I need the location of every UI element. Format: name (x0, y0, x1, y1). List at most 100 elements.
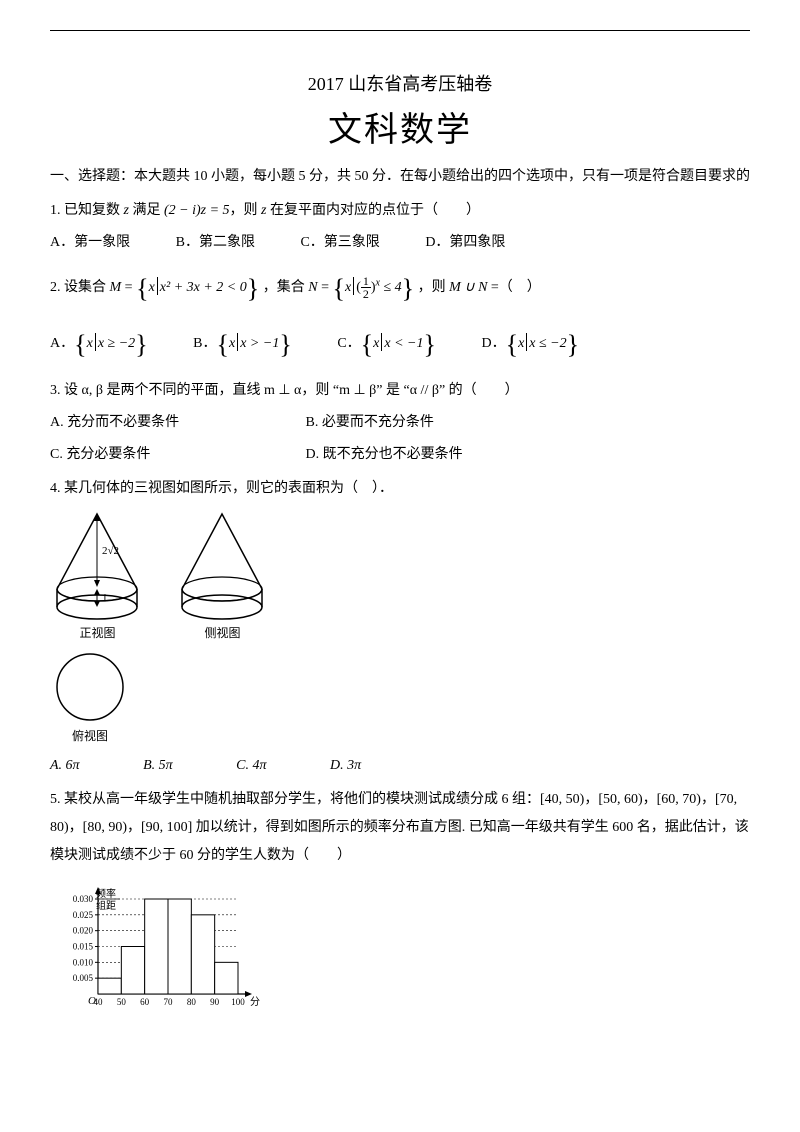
svg-text:80: 80 (187, 997, 197, 1007)
top-view: 俯视图 (50, 647, 750, 744)
q4-opt-b: B. 5π (143, 752, 173, 780)
brace-right-icon: } (279, 330, 291, 359)
q1-eq: (2 − i)z = 5 (164, 203, 230, 218)
q2c-b: x < −1 (384, 336, 423, 351)
svg-text:0.015: 0.015 (73, 942, 94, 952)
q2-eq: = (125, 280, 136, 295)
q2-end: =（ ） (487, 280, 540, 295)
svg-text:0.030: 0.030 (73, 894, 94, 904)
exam-page: 2017 山东省高考压轴卷 文科数学 一、选择题：本大题共 10 小题，每小题 … (0, 0, 800, 1132)
front-view-svg: 2√2 1 (50, 509, 145, 624)
set-divider-icon (95, 333, 96, 351)
q1-opt-c: C．第三象限 (300, 229, 379, 257)
dim-1: 1 (102, 592, 108, 604)
q3-opt-d: D. 既不充分也不必要条件 (306, 441, 463, 469)
svg-text:60: 60 (140, 997, 150, 1007)
q5-stem: 5. 某校从高一年级学生中随机抽取部分学生，将他们的模块测试成绩分成 6 组：[… (50, 786, 750, 870)
q2c-a: x (373, 336, 379, 351)
q2-set1: = {xx² + 3x + 2 < 0} (125, 280, 263, 295)
q3-opt-a: A. 充分而不必要条件 (50, 409, 260, 437)
q2-opt-b: B．{x x > −1} (193, 319, 292, 371)
top-view-svg (50, 647, 130, 727)
svg-text:70: 70 (164, 997, 174, 1007)
frac-den: 2 (361, 288, 371, 300)
title-small: 2017 山东省高考压轴卷 (50, 70, 750, 96)
q2-M: M (110, 280, 122, 295)
q2-opt-d: D．{xx ≤ −2} (481, 319, 579, 371)
q1-text-b: 满足 (129, 203, 164, 218)
q2b-a: x (229, 336, 235, 351)
brace-left-icon: { (361, 330, 373, 359)
q3-options-row2: C. 充分必要条件 D. 既不充分也不必要条件 (50, 441, 750, 469)
q1-stem: 1. 已知复数 z 满足 (2 − i)z = 5，则 z 在复平面内对应的点位… (50, 197, 750, 225)
top-view-caption: 俯视图 (50, 727, 130, 744)
q4-options: A. 6π B. 5π C. 4π D. 3π (50, 752, 750, 780)
brace-left-icon: { (217, 330, 229, 359)
side-view-caption: 侧视图 (204, 624, 240, 641)
brace-right-icon: } (247, 274, 259, 303)
q1-text-a: 1. 已知复数 (50, 203, 124, 218)
svg-text:0.010: 0.010 (73, 957, 94, 967)
q3-stem: 3. 设 α, β 是两个不同的平面，直线 m ⊥ α，则 “m ⊥ β” 是 … (50, 377, 750, 405)
q1-options: A．第一象限 B．第二象限 C．第三象限 D．第四象限 (50, 229, 750, 257)
top-rule (50, 30, 750, 31)
front-view: 2√2 1 正视图 (50, 509, 145, 641)
q1-text-c: ，则 (230, 203, 262, 218)
brace-right-icon: } (402, 274, 414, 303)
svg-text:频率: 频率 (96, 887, 116, 900)
q2-stem: 2. 设集合 M = {xx² + 3x + 2 < 0} ，集合 N = {x… (50, 263, 750, 315)
q2-eq2: = (321, 280, 332, 295)
q2a-a: x (87, 336, 93, 351)
q2-set2-a: x (345, 280, 351, 295)
q2-tail: ，则 (418, 280, 450, 295)
set-divider-icon (381, 333, 382, 351)
q2-opt-c: C．{xx < −1} (337, 319, 436, 371)
q2d-a: x (518, 336, 524, 351)
q2-opt-a: A．{x x ≥ −2} (50, 319, 148, 371)
q2-mn: M ∪ N (449, 280, 487, 295)
front-view-caption: 正视图 (79, 624, 115, 641)
brace-left-icon: { (136, 274, 148, 303)
brace-right-icon: } (135, 330, 147, 359)
histogram: 频率组距O0.0050.0100.0150.0200.0250.03040506… (50, 876, 750, 1016)
q2-options: A．{xx ≥ −2} B．{xx > −1} C．{xx < −1} D．{x… (50, 319, 750, 371)
svg-text:0.025: 0.025 (73, 910, 94, 920)
q2-text-a: 2. 设集合 (50, 280, 110, 295)
svg-text:0.005: 0.005 (73, 973, 94, 983)
q2-N: N (308, 280, 317, 295)
svg-text:分数: 分数 (250, 995, 260, 1008)
set-divider-icon (353, 277, 354, 295)
q2-set1-b: x² + 3x + 2 < 0 (160, 280, 247, 295)
q4-stem: 4. 某几何体的三视图如图所示，则它的表面积为（ ）． (50, 475, 750, 503)
fraction-half: 12 (361, 275, 371, 300)
title-large: 文科数学 (50, 102, 750, 151)
q1-opt-a: A．第一象限 (50, 229, 130, 257)
q2-set1-a: x (149, 280, 155, 295)
brace-left-icon: { (74, 330, 86, 359)
brace-left-icon: { (506, 330, 518, 359)
q2b-b: x > −1 (240, 336, 279, 351)
q2a-pre: A． (50, 336, 74, 351)
q3-opt-b: B. 必要而不充分条件 (306, 409, 434, 437)
svg-text:组距: 组距 (96, 899, 116, 912)
q2-mid: ，集合 (263, 280, 309, 295)
dim-2r2: 2√2 (102, 545, 119, 557)
side-view-svg (175, 509, 270, 624)
brace-right-icon: } (567, 330, 579, 359)
svg-text:50: 50 (117, 997, 127, 1007)
brace-left-icon: { (332, 274, 344, 303)
q3-options-row1: A. 充分而不必要条件 B. 必要而不充分条件 (50, 409, 750, 437)
section-heading: 一、选择题：本大题共 10 小题，每小题 5 分，共 50 分．在每小题给出的四… (50, 163, 750, 191)
q4-opt-c: C. 4π (236, 752, 266, 780)
q1-text-d: 在复平面内对应的点位于（ ） (266, 203, 480, 218)
q2-set2: = {x(12)x ≤ 4} (321, 280, 418, 295)
q2d-pre: D． (481, 336, 505, 351)
three-view-row: 2√2 1 正视图 侧视图 (50, 509, 750, 641)
q3-opt-c: C. 充分必要条件 (50, 441, 260, 469)
q2b-pre: B． (193, 336, 216, 351)
svg-text:100: 100 (231, 997, 245, 1007)
side-view: 侧视图 (175, 509, 270, 641)
set-divider-icon (237, 333, 238, 351)
q4-opt-d: D. 3π (330, 752, 361, 780)
q2a-b: x ≥ −2 (98, 336, 135, 351)
